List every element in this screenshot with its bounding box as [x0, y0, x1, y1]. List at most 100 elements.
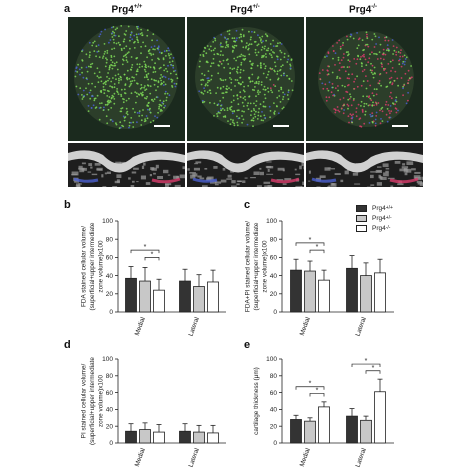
- cell-dot: [324, 56, 326, 58]
- cell-dot: [159, 66, 162, 69]
- cell-dot: [279, 101, 282, 103]
- cell-dot: [266, 34, 268, 37]
- cell-dot: [174, 85, 177, 88]
- cell-dot: [125, 53, 127, 56]
- cell-dot: [147, 78, 149, 81]
- cell-dot: [355, 115, 358, 118]
- cell-dot: [290, 80, 293, 82]
- cell-dot: [134, 111, 136, 114]
- cell-dot: [254, 51, 257, 54]
- cell-dot: [336, 75, 339, 78]
- cell-dot: [162, 58, 165, 61]
- cell-dot: [366, 43, 369, 46]
- cell-dot: [402, 94, 404, 97]
- cell-dot: [221, 92, 224, 94]
- y-tick-label: 80: [106, 236, 114, 243]
- cell-dot: [257, 114, 260, 117]
- cell-dot: [88, 56, 91, 58]
- cell-dot: [355, 107, 358, 110]
- cell-dot: [351, 121, 354, 124]
- cell-dot: [95, 55, 97, 58]
- cell-dot: [95, 106, 98, 109]
- bar: [360, 419, 372, 444]
- cell-dot: [326, 87, 329, 90]
- cell-dot: [232, 49, 234, 52]
- cell-dot: [126, 61, 129, 63]
- cell-dot: [366, 95, 368, 98]
- cell-dot: [280, 51, 283, 54]
- cell-dot: [138, 110, 141, 112]
- cell-dot: [224, 46, 227, 49]
- cell-dot: [239, 76, 242, 79]
- cell-dot: [392, 102, 394, 105]
- cell-dot: [92, 104, 95, 107]
- cell-dot: [152, 33, 155, 36]
- cell-dot: [102, 55, 105, 58]
- trabecula: [145, 182, 151, 185]
- cell-dot: [100, 30, 103, 33]
- trabecula: [265, 165, 272, 169]
- cell-dot: [341, 84, 344, 87]
- cell-dot: [158, 105, 161, 108]
- cell-dot: [123, 119, 126, 122]
- cell-dot: [133, 76, 135, 79]
- trabecula: [116, 174, 122, 178]
- cell-dot: [259, 91, 261, 93]
- cell-dot: [98, 118, 101, 121]
- cell-dot: [91, 82, 93, 85]
- cell-dot: [389, 60, 392, 63]
- trabecula: [376, 182, 382, 186]
- cell-dot: [228, 33, 231, 35]
- cell-dot: [113, 102, 116, 105]
- cell-dot: [111, 67, 114, 70]
- cell-dot: [161, 52, 163, 54]
- cell-dot: [102, 109, 105, 111]
- cell-dot: [127, 25, 130, 28]
- cell-dot: [269, 87, 272, 90]
- y-tick-label: 40: [270, 273, 278, 280]
- cell-dot: [253, 102, 255, 105]
- cell-dot: [256, 77, 259, 80]
- cell-dot: [169, 72, 172, 75]
- cell-dot: [219, 44, 222, 46]
- cell-dot: [395, 111, 398, 114]
- trabecula: [173, 177, 179, 179]
- cell-dot: [372, 94, 375, 97]
- chart-c: 0 20 40 60 80 100 FDA+PI stained cellular volu…: [245, 218, 394, 337]
- cell-dot: [220, 42, 222, 44]
- cell-dot: [144, 119, 147, 122]
- cell-dot: [391, 83, 394, 86]
- cell-dot: [129, 47, 131, 50]
- cell-dot: [347, 54, 349, 57]
- trabecula: [91, 173, 98, 176]
- cell-dot: [379, 57, 382, 60]
- cell-dot: [371, 64, 374, 67]
- cell-dot: [123, 33, 126, 35]
- legend-label: Prg4: [372, 214, 386, 222]
- cell-dot: [111, 36, 114, 38]
- cell-dot: [107, 79, 109, 82]
- cell-dot: [260, 81, 263, 83]
- cell-dot: [256, 118, 259, 120]
- cell-dot: [388, 116, 391, 119]
- cell-dot: [371, 112, 374, 114]
- cell-dot: [216, 104, 219, 106]
- cell-dot: [247, 102, 249, 104]
- cell-dot: [110, 59, 112, 61]
- cell-dot: [363, 105, 365, 108]
- cell-dot: [261, 111, 263, 113]
- cell-dot: [283, 74, 285, 77]
- cell-dot: [326, 73, 329, 76]
- cell-dot: [219, 87, 222, 90]
- cell-dot: [250, 43, 253, 46]
- cell-dot: [351, 73, 354, 76]
- cell-dot: [206, 81, 209, 84]
- cell-dot: [224, 78, 227, 81]
- cell-dot: [347, 98, 350, 101]
- trabecula: [226, 178, 233, 180]
- cell-dot: [152, 119, 155, 122]
- x-tick-label: Medial: [299, 447, 312, 468]
- cell-dot: [269, 116, 271, 119]
- cell-dot: [220, 104, 222, 107]
- cell-dot: [257, 89, 260, 92]
